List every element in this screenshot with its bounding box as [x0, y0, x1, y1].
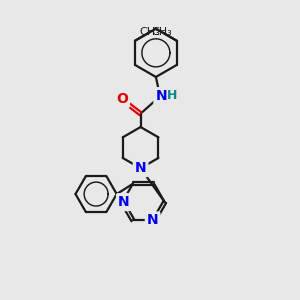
Text: O: O: [116, 92, 128, 106]
Text: N: N: [147, 214, 158, 227]
Text: CH₃: CH₃: [152, 27, 172, 37]
Text: H: H: [167, 89, 178, 102]
Text: N: N: [135, 161, 146, 175]
Text: CH₃: CH₃: [140, 27, 160, 37]
Text: N: N: [118, 195, 130, 209]
Text: N: N: [155, 89, 167, 103]
